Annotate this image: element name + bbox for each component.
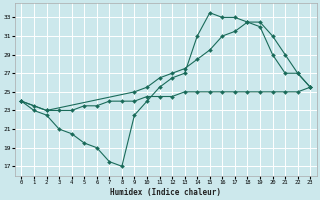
X-axis label: Humidex (Indice chaleur): Humidex (Indice chaleur) [110,188,221,197]
